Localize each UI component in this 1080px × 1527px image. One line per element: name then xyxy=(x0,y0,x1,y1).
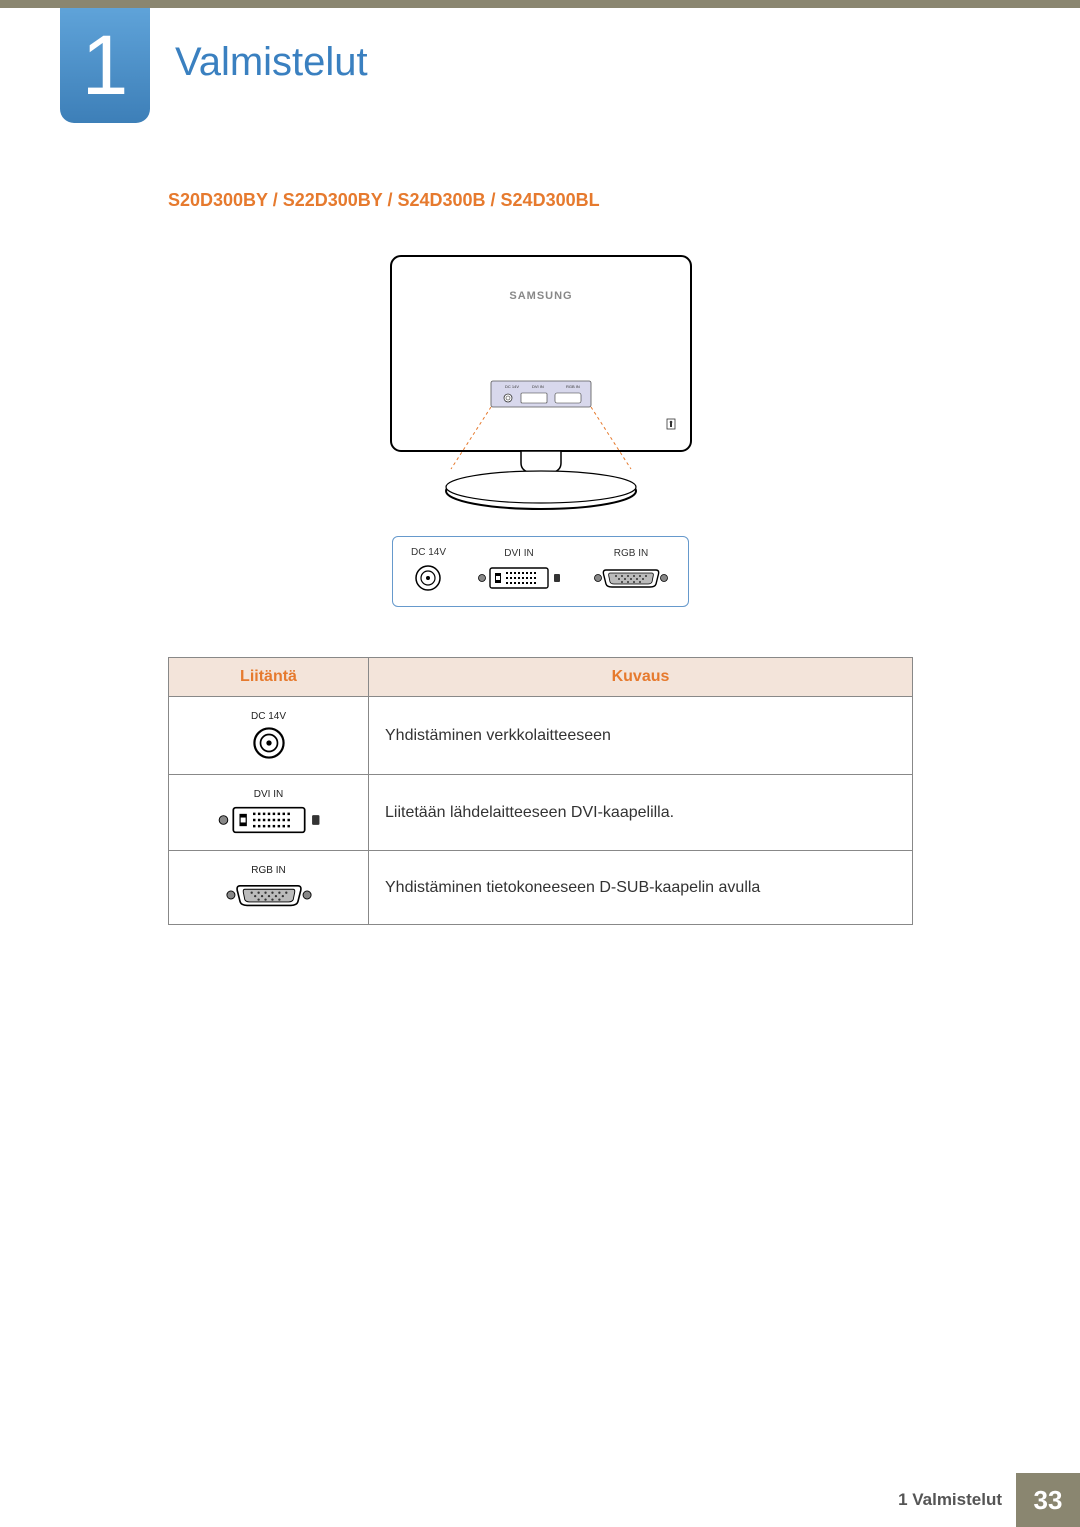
vga-port-icon xyxy=(221,880,317,910)
port-detail-rgb: RGB IN xyxy=(592,548,670,591)
port-label-rgb: RGB IN xyxy=(614,548,648,559)
svg-text:DVI IN: DVI IN xyxy=(532,384,544,389)
dvi-port-icon xyxy=(214,804,324,836)
port-cell-label: RGB IN xyxy=(251,865,285,876)
table-row: DVI IN xyxy=(169,775,913,851)
top-bar xyxy=(0,0,1080,8)
table-cell-port-rgb: RGB IN xyxy=(169,851,369,925)
dc-jack-icon xyxy=(252,726,286,760)
port-label-dc: DC 14V xyxy=(411,547,446,558)
port-label-dvi: DVI IN xyxy=(504,548,533,559)
table-header-desc: Kuvaus xyxy=(369,658,913,697)
chapter-title: Valmistelut xyxy=(175,40,368,85)
monitor-diagram: SAMSUNG DC 14V DVI IN RGB IN xyxy=(168,251,913,607)
table-cell-desc: Yhdistäminen verkkolaitteeseen xyxy=(369,697,913,775)
footer-chapter-ref: 1 Valmistelut xyxy=(898,1473,1016,1527)
table-cell-desc: Liitetään lähdelaitteeseen DVI-kaapelill… xyxy=(369,775,913,851)
table-cell-port-dc: DC 14V xyxy=(169,697,369,775)
port-cell-label: DC 14V xyxy=(251,711,286,722)
svg-text:DC 14V: DC 14V xyxy=(505,384,519,389)
models-heading: S20D300BY / S22D300BY / S24D300B / S24D3… xyxy=(168,190,913,211)
port-detail-dvi: DVI IN xyxy=(476,548,562,591)
table-row: DC 14V Yhdistäminen verkkolaitteeseen xyxy=(169,697,913,775)
dvi-port-icon xyxy=(476,565,562,591)
chapter-number: 1 xyxy=(82,17,129,114)
table-cell-desc: Yhdistäminen tietokoneeseen D-SUB-kaapel… xyxy=(369,851,913,925)
port-detail-box: DC 14V DVI IN xyxy=(392,536,689,607)
table-header-port: Liitäntä xyxy=(169,658,369,697)
brand-text: SAMSUNG xyxy=(509,290,572,302)
port-detail-dc: DC 14V xyxy=(411,547,446,592)
table-cell-port-dvi: DVI IN xyxy=(169,775,369,851)
chapter-badge: 1 xyxy=(60,8,150,123)
vga-port-icon xyxy=(592,565,670,591)
content-area: S20D300BY / S22D300BY / S24D300B / S24D3… xyxy=(168,190,913,925)
dc-jack-icon xyxy=(414,564,442,592)
monitor-back-illustration: SAMSUNG DC 14V DVI IN RGB IN xyxy=(371,251,711,511)
footer-page-number: 33 xyxy=(1016,1473,1080,1527)
page-footer: 1 Valmistelut 33 xyxy=(0,1473,1080,1527)
ports-table: Liitäntä Kuvaus DC 14V Yhdistäminen v xyxy=(168,657,913,925)
table-row: RGB IN xyxy=(169,851,913,925)
port-cell-label: DVI IN xyxy=(254,789,283,800)
table-header-row: Liitäntä Kuvaus xyxy=(169,658,913,697)
svg-text:RGB IN: RGB IN xyxy=(566,384,580,389)
